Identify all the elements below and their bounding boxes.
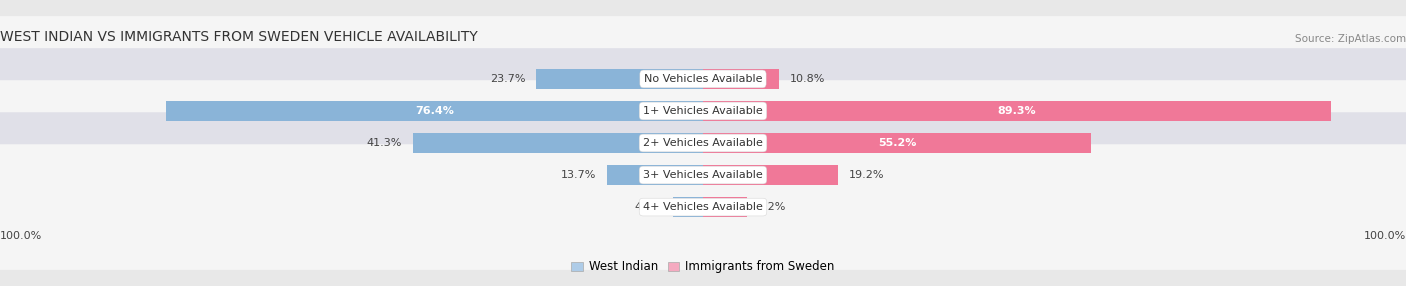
FancyBboxPatch shape: [0, 16, 1406, 142]
Bar: [166, 101, 703, 121]
Text: Source: ZipAtlas.com: Source: ZipAtlas.com: [1295, 34, 1406, 44]
FancyBboxPatch shape: [0, 48, 1406, 174]
Text: 41.3%: 41.3%: [367, 138, 402, 148]
Text: 13.7%: 13.7%: [561, 170, 596, 180]
Text: 10.8%: 10.8%: [790, 74, 825, 84]
FancyBboxPatch shape: [0, 144, 1406, 270]
Bar: [703, 197, 747, 217]
Text: 100.0%: 100.0%: [0, 231, 42, 241]
Text: 6.2%: 6.2%: [756, 202, 786, 212]
Text: 3+ Vehicles Available: 3+ Vehicles Available: [643, 170, 763, 180]
Text: 100.0%: 100.0%: [1364, 231, 1406, 241]
Text: 76.4%: 76.4%: [415, 106, 454, 116]
Text: 89.3%: 89.3%: [998, 106, 1036, 116]
Text: 4+ Vehicles Available: 4+ Vehicles Available: [643, 202, 763, 212]
Legend: West Indian, Immigrants from Sweden: West Indian, Immigrants from Sweden: [567, 256, 839, 278]
Bar: [607, 165, 703, 185]
Bar: [673, 197, 703, 217]
Bar: [703, 165, 838, 185]
Text: No Vehicles Available: No Vehicles Available: [644, 74, 762, 84]
Bar: [703, 101, 1330, 121]
Bar: [703, 133, 1091, 153]
Bar: [537, 69, 703, 89]
Bar: [413, 133, 703, 153]
Text: 1+ Vehicles Available: 1+ Vehicles Available: [643, 106, 763, 116]
Text: 19.2%: 19.2%: [849, 170, 884, 180]
FancyBboxPatch shape: [0, 80, 1406, 206]
Text: 55.2%: 55.2%: [877, 138, 917, 148]
FancyBboxPatch shape: [0, 112, 1406, 238]
Text: WEST INDIAN VS IMMIGRANTS FROM SWEDEN VEHICLE AVAILABILITY: WEST INDIAN VS IMMIGRANTS FROM SWEDEN VE…: [0, 30, 478, 44]
Text: 23.7%: 23.7%: [491, 74, 526, 84]
Text: 4.2%: 4.2%: [634, 202, 664, 212]
Bar: [703, 69, 779, 89]
Text: 2+ Vehicles Available: 2+ Vehicles Available: [643, 138, 763, 148]
